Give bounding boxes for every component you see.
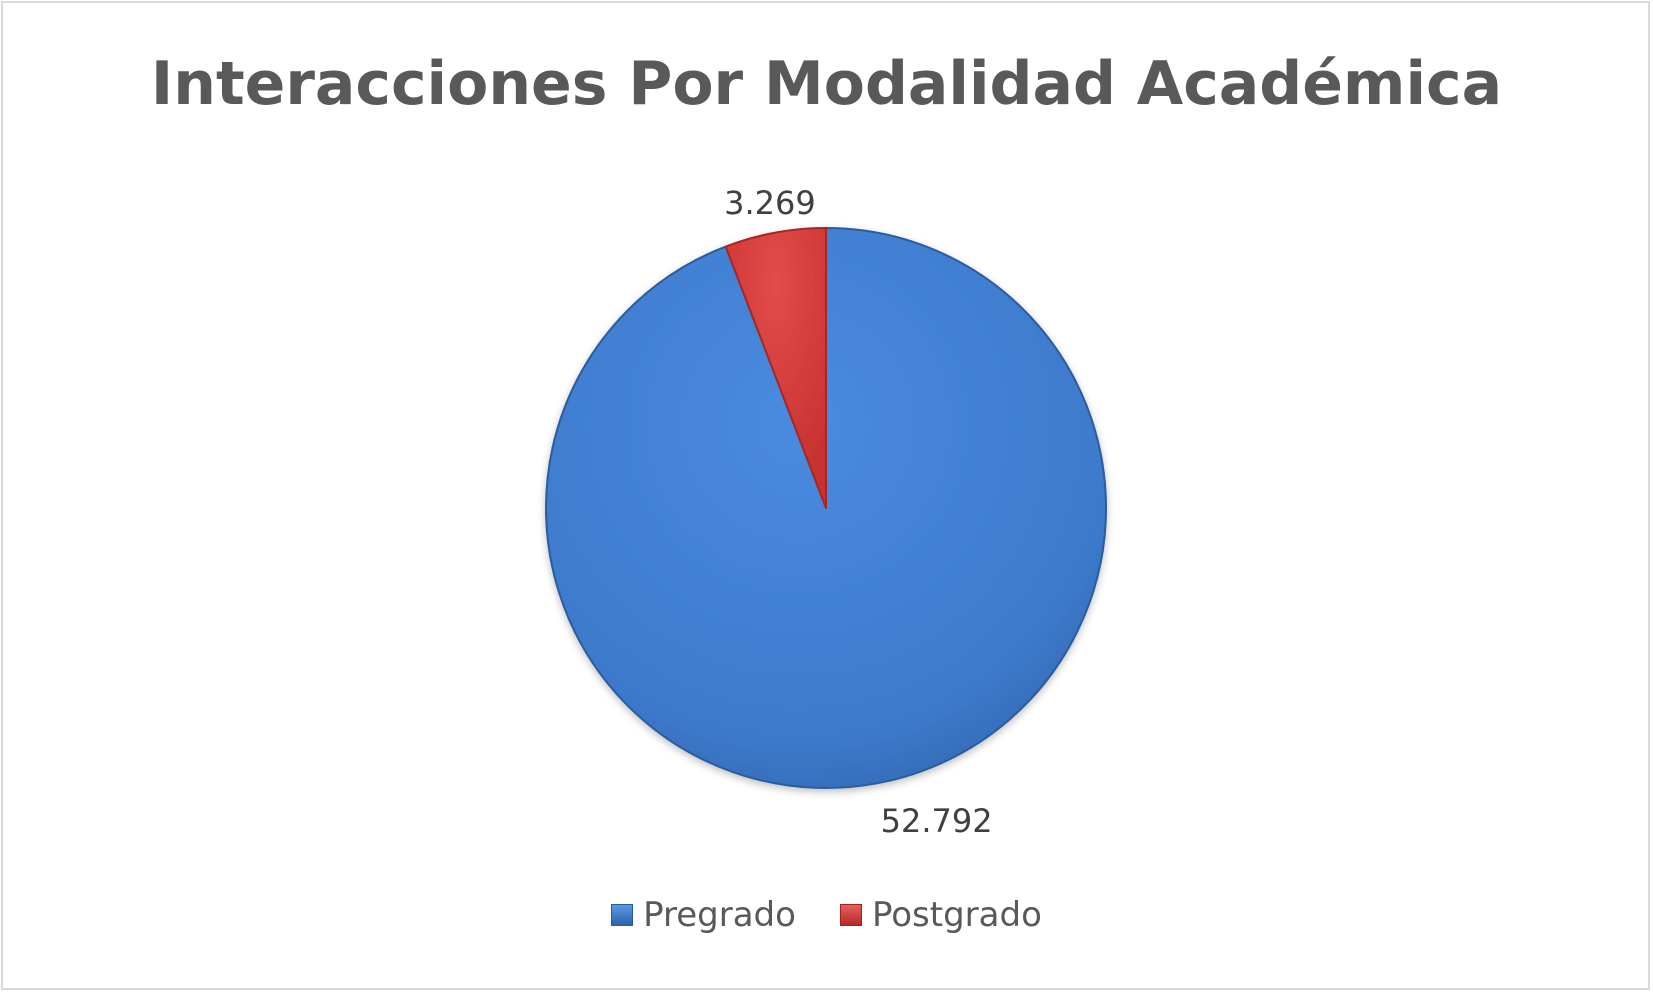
legend-label-pregrado: Pregrado (643, 895, 796, 935)
legend: Pregrado Postgrado (0, 895, 1653, 935)
legend-swatch-pregrado (611, 904, 634, 926)
chart-title: Interacciones Por Modalidad Académica (150, 49, 1503, 119)
pie-slice-postgrado (724, 227, 827, 509)
data-label-postgrado: 3.269 (724, 184, 816, 222)
legend-item-pregrado: Pregrado (611, 895, 796, 935)
legend-item-postgrado: Postgrado (839, 895, 1042, 935)
legend-swatch-postgrado (839, 904, 862, 926)
legend-label-postgrado: Postgrado (871, 895, 1042, 935)
data-label-pregrado: 52.792 (881, 802, 993, 840)
